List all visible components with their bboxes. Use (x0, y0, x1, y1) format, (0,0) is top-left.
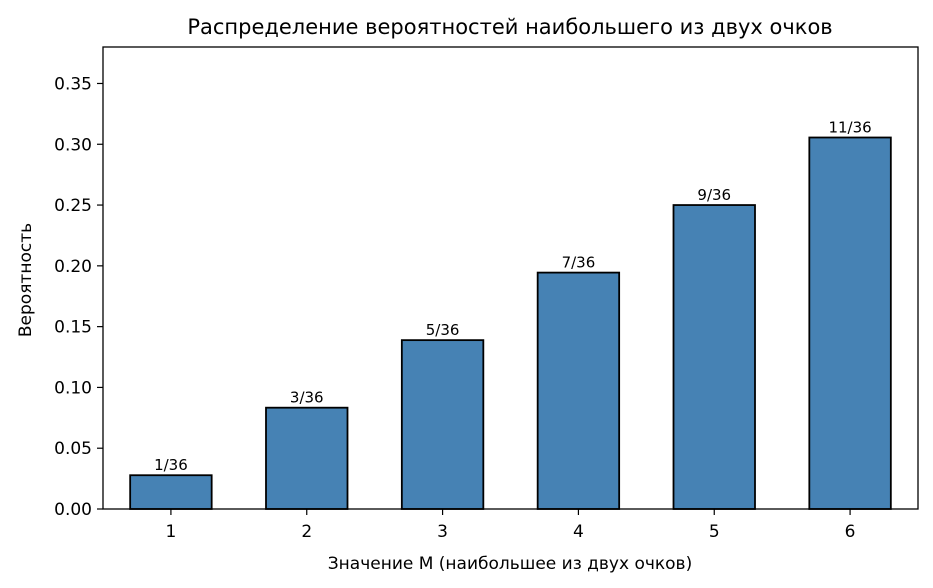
data-labels-group: 1/36 3/36 5/36 7/36 9/36 11/36 (154, 119, 872, 475)
data-label-4: 7/36 (562, 254, 596, 272)
bar-3 (400, 339, 485, 510)
x-axis-label: Значение M (наибольшее из двух очков) (328, 554, 692, 574)
y-axis: 0.00 0.05 0.10 0.15 0.20 0.25 0.30 0.35 (54, 74, 103, 520)
bar-5 (672, 204, 756, 510)
y-tick-label: 0.15 (54, 318, 92, 338)
bars-group (129, 136, 892, 510)
x-tick-label: 4 (573, 522, 584, 542)
x-tick-label: 6 (845, 522, 856, 542)
y-tick-label: 0.25 (54, 196, 92, 216)
y-tick-label: 0.00 (54, 500, 92, 520)
bar-4 (536, 271, 621, 510)
data-label-1: 1/36 (154, 456, 188, 474)
chart-title: Распределение вероятностей наибольшего и… (187, 15, 832, 39)
plot-frame (102, 46, 919, 510)
data-label-5: 9/36 (697, 186, 731, 204)
bar-2 (265, 406, 349, 510)
data-label-2: 3/36 (290, 389, 324, 407)
data-label-6: 11/36 (828, 119, 871, 137)
x-tick-label: 2 (301, 522, 312, 542)
data-label-3: 5/36 (426, 321, 460, 339)
y-axis-label: Вероятность (16, 223, 36, 337)
x-tick-label: 1 (166, 522, 177, 542)
x-axis: 1 2 3 4 5 6 (166, 509, 856, 542)
y-tick-label: 0.05 (54, 439, 92, 459)
y-tick-label: 0.20 (54, 257, 92, 277)
y-tick-label: 0.10 (54, 378, 92, 398)
y-tick-label: 0.35 (54, 74, 92, 94)
bar-6 (808, 136, 892, 510)
x-tick-label: 5 (709, 522, 720, 542)
y-tick-label: 0.30 (54, 135, 92, 155)
bar-1 (129, 474, 213, 510)
x-tick-label: 3 (437, 522, 448, 542)
